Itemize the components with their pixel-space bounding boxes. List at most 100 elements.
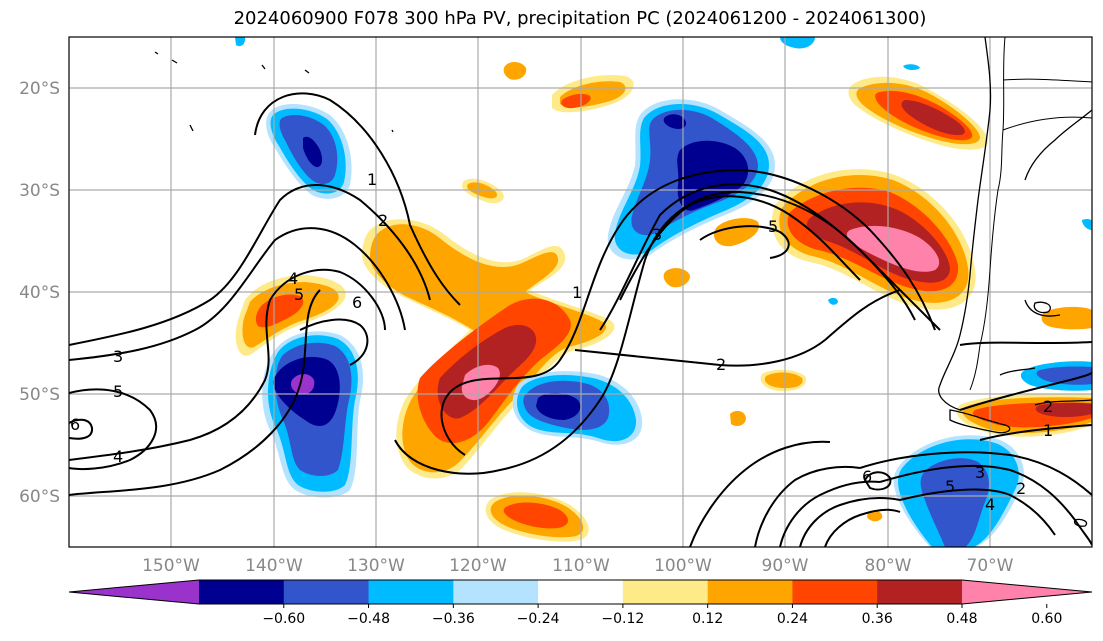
small-island [154,51,394,133]
south-america-coast-east [999,109,1092,406]
contour-label: 2 [378,211,388,230]
precip-anomaly-negative [828,297,838,305]
contour-label: 4 [985,495,995,514]
colorbar-outline [68,579,1093,605]
colorbar-swatch [792,580,878,604]
tierra-del-fuego [949,409,1011,434]
colorbar-tick-label: −0.48 [347,611,390,627]
lon-label: 100°W [654,556,712,576]
contour-label: 6 [70,415,80,434]
lon-label: 140°W [245,556,303,576]
colorbar-tick-label: 0.36 [862,611,893,627]
contour-label: 3 [652,225,662,244]
contour-label: 3 [113,347,123,366]
latitude-labels: 20°S 30°S 40°S 50°S 60°S [19,79,60,507]
pv-contour-6 [69,418,94,440]
pv-contour-ridge-1 [440,168,936,456]
south-america-coast-west [938,37,992,411]
colorbar-tick-label: −0.36 [432,611,475,627]
colorbar-swatch [368,580,454,604]
precip-anomaly-negative [235,37,246,47]
precip-anomaly-negative [290,374,315,395]
colorbar: −0.60 −0.48 −0.36 −0.24 −0.12 0.12 0.24 0.36 0.4… [68,579,1093,627]
contour-label: 6 [862,467,872,486]
contour-label: 5 [945,477,955,496]
contour-label: 1 [367,170,377,189]
lon-label: 70°W [967,556,1014,576]
colorbar-tick-label: 0.24 [777,611,808,627]
colorbar-swatch [707,580,793,604]
lat-label: 20°S [19,79,60,99]
colorbar-swatch [283,580,370,604]
colorbar-tick-label: 0.60 [1031,611,1062,627]
lat-label: 40°S [19,283,60,303]
pv-contour-3 [69,227,406,361]
colorbar-swatch [877,580,963,604]
pv-contour-outer [69,289,321,496]
precip-anomaly-positive [867,510,883,522]
precip-anomaly-negative [677,140,749,211]
pv-contour-2 [69,184,431,346]
pv-contour-1 [254,92,461,306]
lon-label: 150°W [142,556,200,576]
precip-anomaly-positive [764,372,803,389]
colorbar-tick-label: −0.12 [601,611,644,627]
contour-label: 5 [768,217,778,236]
pv-contours [69,92,1092,547]
pv-contour-east-4 [959,371,1092,411]
colorbar-tick-label: 0.12 [692,611,723,627]
small-island [1073,518,1088,527]
contour-label: 3 [975,463,985,482]
colorbar-swatch [453,580,539,604]
country-border [969,37,1006,391]
contour-label: 2 [1043,397,1053,416]
lon-label: 130°W [347,556,405,576]
lat-label: 30°S [19,181,60,201]
colorbar-swatch [538,580,624,604]
pv-contour-east-1 [879,464,1092,546]
lon-label: 90°W [762,556,809,576]
longitude-labels: 150°W 140°W 130°W 120°W 110°W 100°W 90°W… [142,556,1014,576]
contour-label: 2 [1016,479,1026,498]
contour-label: 6 [352,293,362,312]
precip-anomaly-negative [663,114,687,130]
colorbar-tick-label: −0.60 [262,611,305,627]
precip-anomaly-negative [920,458,990,547]
lon-label: 80°W [865,556,912,576]
lon-label: 120°W [449,556,507,576]
pv-contour-inner-5 [699,225,790,259]
precip-anomaly-positive [1035,402,1092,417]
colorbar-tick-label: 0.48 [946,611,977,627]
colorbar-extend-high [962,580,1092,604]
precip-anomaly-negative [303,136,323,168]
pv-contour-east-3 [859,451,1092,496]
precip-anomaly-positive [461,364,500,401]
pv-contour-east-2 [899,488,1056,536]
contour-label: 4 [113,447,123,466]
small-island [1033,301,1051,314]
contour-label: 1 [1043,421,1053,440]
pv-contour-ridge-4 [619,195,861,301]
contour-label: 5 [113,382,123,401]
contour-label: 1 [572,283,582,302]
pv-contour-trough-south-3 [779,480,881,547]
contour-labels: 1 2 3 5 4 6 4 5 6 1 3 5 2 6 5 3 4 2 2 1 [70,170,1053,514]
contour-label: 5 [294,285,304,304]
precip-anomaly-negative [536,392,581,420]
precip-anomaly-negative [1036,366,1092,385]
precip-anomaly-positive [901,100,965,136]
contour-label: 2 [716,355,726,374]
pv-contour-trough-south-2 [754,465,861,547]
precip-anomaly-positive [1041,306,1092,330]
precip-anomaly-negative [903,64,920,71]
pv-contour-2-east [574,289,901,367]
plot-frame [68,36,1093,548]
contour-label: 4 [288,269,298,288]
colorbar-tick-label: −0.24 [517,611,560,627]
precip-anomaly-negative [780,37,815,49]
pv-contour-east-5 [979,424,1092,441]
lat-label: 60°S [19,487,60,507]
pv-contour-6b [299,318,369,366]
coastlines [154,37,1092,527]
